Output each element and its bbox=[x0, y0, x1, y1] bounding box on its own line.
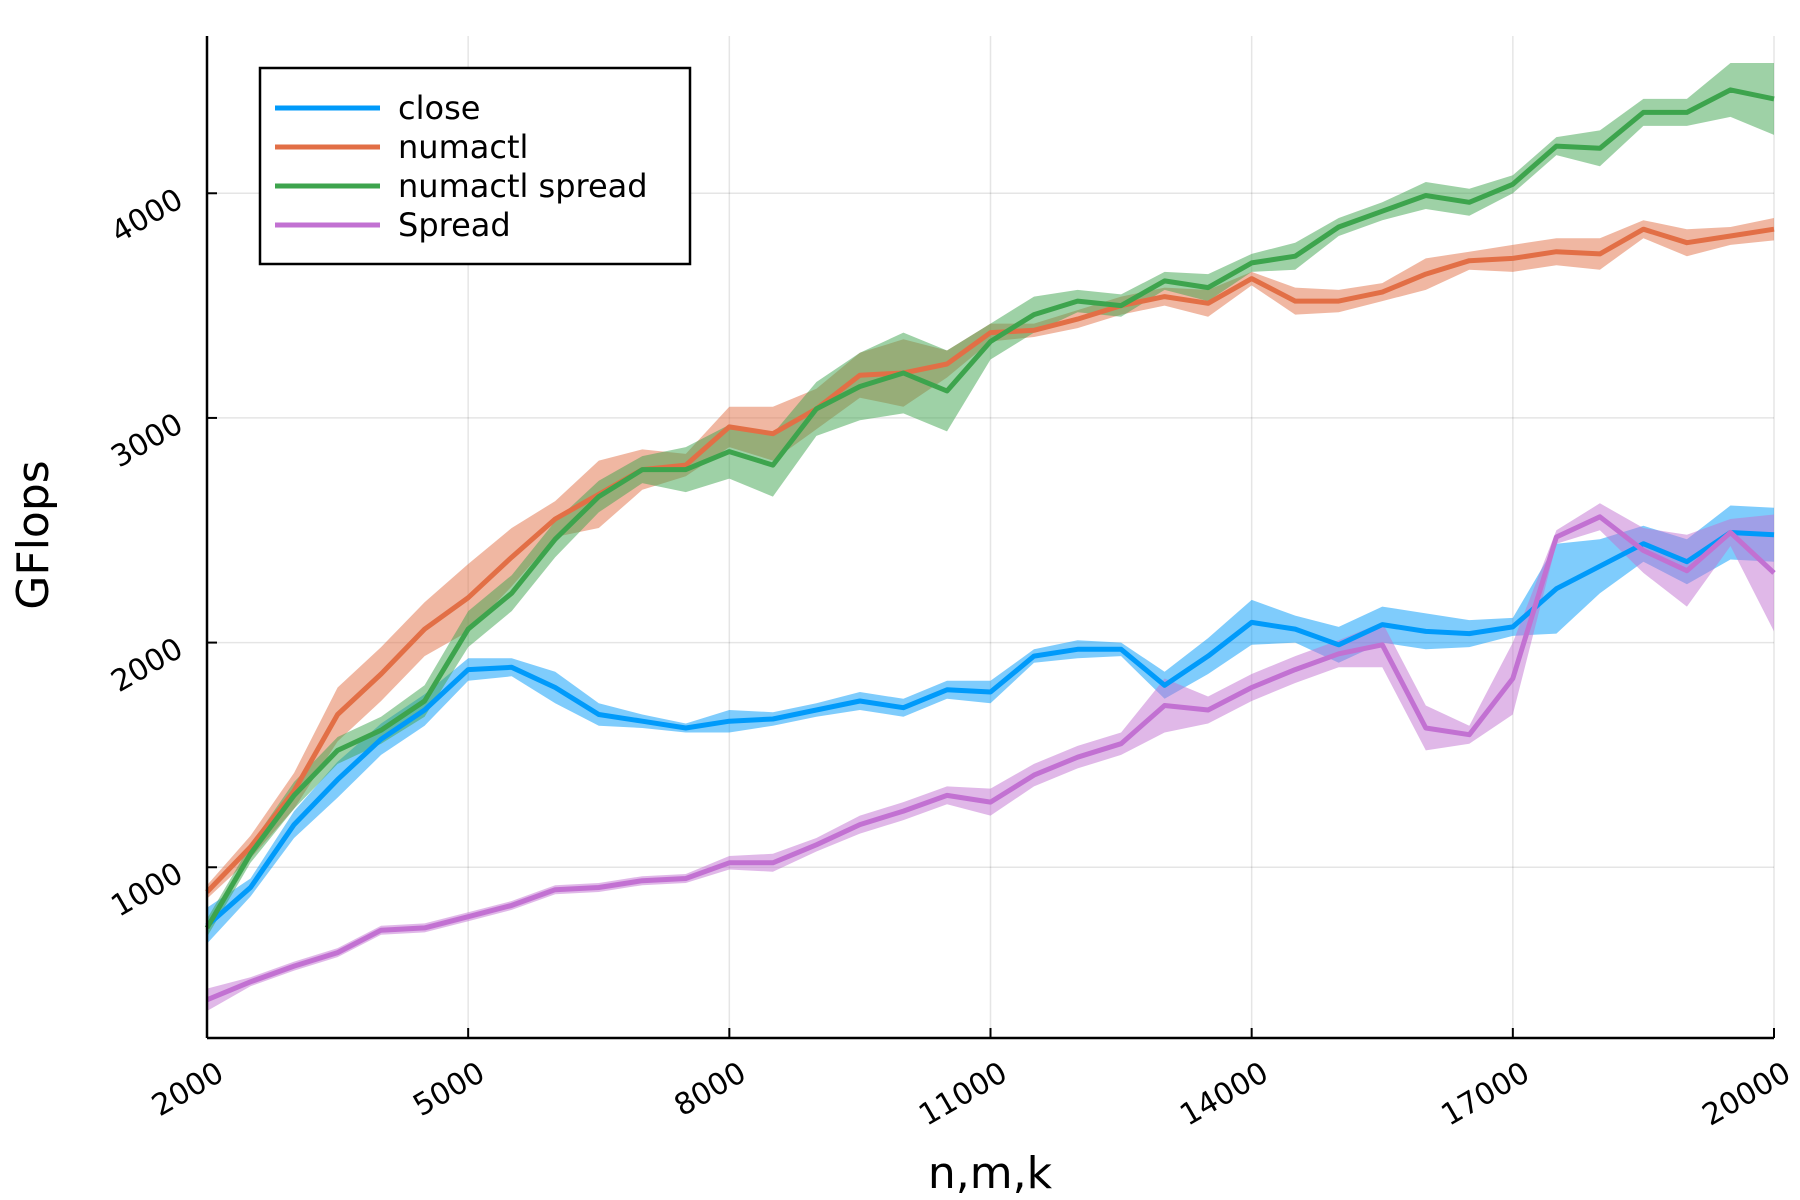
series-line bbox=[206, 514, 1776, 1003]
series-line bbox=[205, 226, 1775, 894]
legend-label: close bbox=[398, 89, 480, 127]
series-band bbox=[207, 505, 1774, 944]
series-line bbox=[204, 87, 1775, 930]
legend-label: numactl spread bbox=[398, 167, 648, 205]
legend-label: Spread bbox=[398, 206, 511, 244]
series-band bbox=[207, 503, 1774, 1011]
legend-box bbox=[258, 66, 692, 266]
x-axis-title: n,m,k bbox=[928, 1148, 1053, 1199]
y-axis-title: GFlops bbox=[8, 460, 59, 609]
legend-label: numactl bbox=[398, 128, 528, 166]
series-line bbox=[205, 530, 1775, 928]
confidence-bands bbox=[207, 63, 1774, 1011]
series-band bbox=[207, 218, 1774, 899]
series-lines bbox=[204, 87, 1776, 1003]
